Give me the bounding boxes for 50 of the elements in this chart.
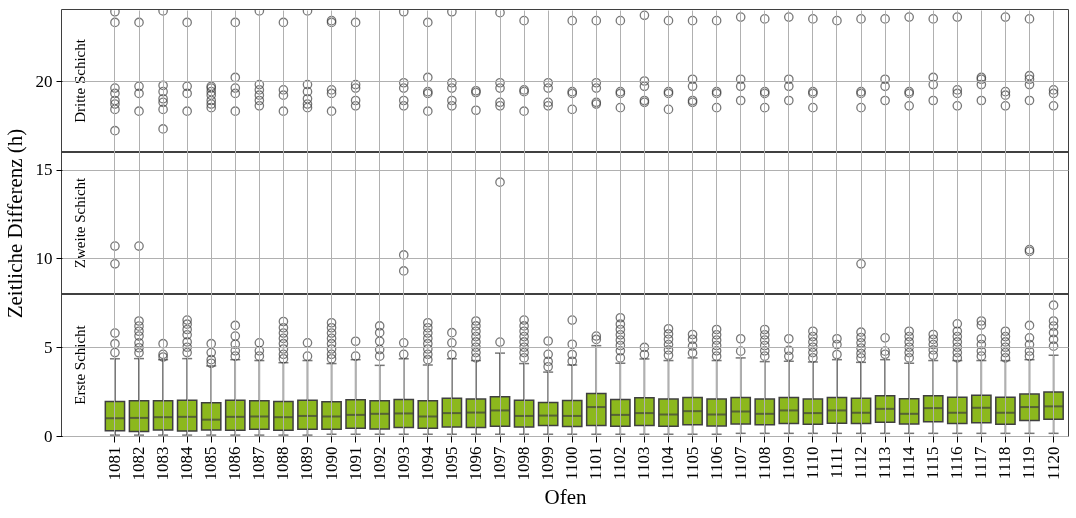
x-tick-label: 1115 <box>923 446 943 480</box>
y-tick-label: 20 <box>35 71 53 91</box>
x-tick-label: 1108 <box>754 446 774 480</box>
x-tick-label: 1110 <box>802 446 822 480</box>
x-tick-label: 1119 <box>1019 446 1039 480</box>
x-tick-label: 1092 <box>369 446 389 481</box>
x-tick-label: 1107 <box>730 446 750 480</box>
y-tick-label: 10 <box>35 249 53 268</box>
x-tick-label: 1103 <box>634 446 654 480</box>
y-tick-label: 15 <box>35 160 53 180</box>
x-axis-title: Ofen <box>544 484 587 509</box>
x-tick-label: 1085 <box>201 446 221 481</box>
x-tick-label: 1102 <box>610 446 630 480</box>
y-axis-title: Zeitliche Differenz (h) <box>2 128 27 319</box>
x-tick-label: 1095 <box>441 446 461 481</box>
x-tick-label: 1111 <box>826 446 846 479</box>
x-tick-label: 1081 <box>104 446 124 481</box>
x-tick-label: 1082 <box>129 446 149 481</box>
x-tick-label: 1089 <box>297 446 317 481</box>
x-tick-label: 1105 <box>682 446 702 480</box>
y-tick-label: 5 <box>44 337 53 357</box>
x-tick-label: 1093 <box>393 446 413 481</box>
x-tick-label: 1099 <box>538 446 558 481</box>
x-tick-label: 1112 <box>851 446 871 480</box>
x-tick-label: 1106 <box>706 446 726 480</box>
y-tick-label: 0 <box>44 426 53 446</box>
x-tick-label: 1116 <box>947 446 967 480</box>
x-tick-label: 1098 <box>514 446 534 481</box>
x-tick-label: 1084 <box>177 446 197 481</box>
x-tick-label: 1096 <box>465 446 485 481</box>
x-tick-label: 1088 <box>273 446 293 481</box>
band-label: Dritte Schicht <box>72 38 88 123</box>
x-tick-label: 1113 <box>875 446 895 480</box>
band-label: Zweite Schicht <box>72 176 88 269</box>
x-tick-label: 1120 <box>1043 446 1063 480</box>
x-tick-label: 1090 <box>321 446 341 481</box>
x-tick-label: 1091 <box>345 446 365 481</box>
x-tick-label: 1087 <box>249 446 269 481</box>
x-tick-label: 1083 <box>153 446 173 481</box>
x-tick-label: 1094 <box>417 446 437 481</box>
x-tick-label: 1109 <box>778 446 798 480</box>
x-tick-label: 1086 <box>225 446 245 481</box>
x-tick-label: 1118 <box>995 446 1015 480</box>
x-tick-label: 1117 <box>971 446 991 480</box>
x-tick-label: 1097 <box>490 446 510 481</box>
band-label: Erste Schicht <box>72 324 88 405</box>
x-tick-label: 1104 <box>658 446 678 480</box>
x-tick-label: 1114 <box>899 446 919 480</box>
x-tick-label: 1100 <box>562 446 582 480</box>
x-tick-label: 1101 <box>586 446 606 480</box>
